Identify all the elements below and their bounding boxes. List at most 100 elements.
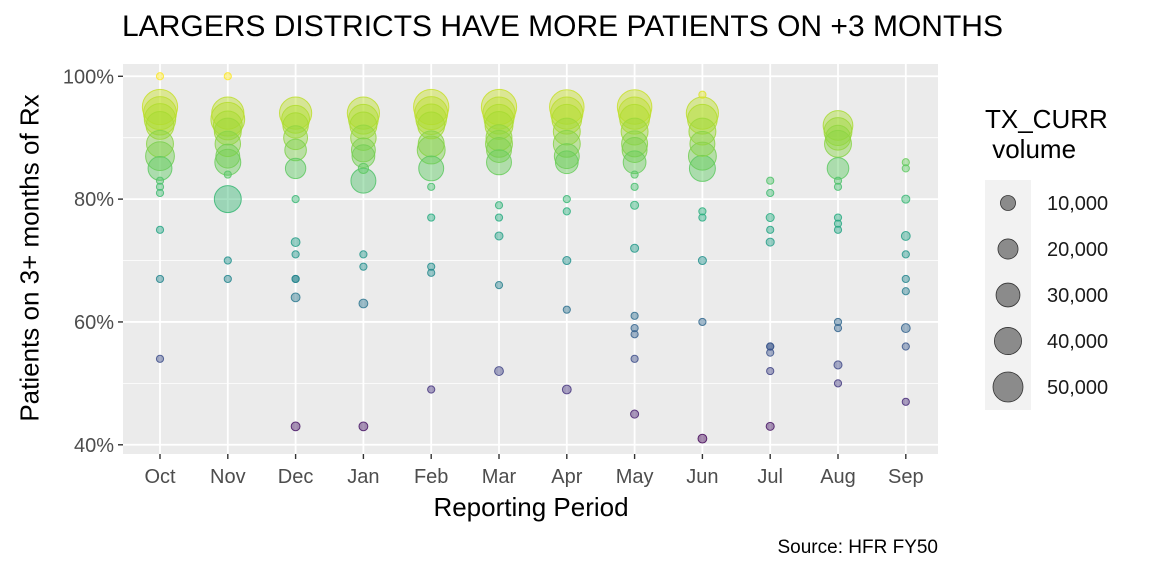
data-point bbox=[833, 317, 843, 327]
data-point bbox=[223, 72, 232, 81]
data-point bbox=[766, 342, 775, 351]
data-point bbox=[630, 323, 639, 333]
data-point bbox=[901, 164, 910, 173]
data-point bbox=[901, 342, 910, 351]
x-tick-label: Oct bbox=[144, 466, 176, 488]
axis-ticks: 40% 60% 80% 100% Oct Nov Dec Jan Feb Mar Apr May Jun… bbox=[63, 66, 924, 488]
data-point bbox=[552, 117, 581, 146]
data-point bbox=[621, 130, 649, 158]
y-tick-label: 40% bbox=[74, 435, 114, 457]
data-point bbox=[350, 167, 377, 194]
data-point bbox=[833, 182, 843, 191]
data-point bbox=[223, 274, 232, 284]
data-point bbox=[427, 182, 436, 191]
data-point bbox=[358, 421, 369, 432]
data-point bbox=[554, 150, 579, 175]
legend-label: 50,000 bbox=[1047, 377, 1108, 399]
data-point bbox=[698, 317, 707, 327]
data-point bbox=[414, 96, 449, 131]
data-point bbox=[698, 213, 707, 222]
x-tick-label: Apr bbox=[551, 466, 582, 488]
data-point bbox=[284, 138, 307, 162]
data-point bbox=[901, 158, 910, 167]
data-point bbox=[901, 287, 910, 296]
data-point bbox=[212, 110, 243, 141]
data-point bbox=[155, 225, 165, 234]
x-axis-label: Reporting Period bbox=[433, 492, 629, 522]
y-tick-label: 60% bbox=[74, 312, 114, 334]
data-point bbox=[427, 268, 436, 277]
data-point bbox=[291, 274, 300, 284]
data-point bbox=[697, 433, 708, 444]
y-axis-label: Patients on 3+ months of Rx bbox=[14, 94, 45, 422]
data-point bbox=[155, 188, 165, 198]
legend-size-point bbox=[992, 371, 1024, 403]
data-point bbox=[630, 409, 640, 419]
data-point bbox=[689, 130, 716, 157]
data-point bbox=[833, 219, 843, 228]
data-point bbox=[155, 72, 165, 81]
chart-caption: Source: HFR FY50 bbox=[777, 537, 939, 558]
data-point bbox=[766, 188, 775, 198]
data-point bbox=[630, 200, 640, 210]
data-point bbox=[688, 154, 716, 182]
chart-title: LARGERS DISTRICTS HAVE MORE PATIENTS ON … bbox=[122, 10, 1003, 43]
data-point bbox=[358, 298, 369, 309]
legend-size-point bbox=[1000, 195, 1016, 211]
legend-label: 40,000 bbox=[1047, 331, 1108, 353]
data-point bbox=[155, 274, 165, 284]
x-tick-label: Sep bbox=[888, 466, 924, 488]
data-point bbox=[765, 237, 775, 247]
data-point bbox=[357, 162, 369, 175]
data-point bbox=[415, 103, 447, 136]
x-tick-label: Mar bbox=[482, 466, 517, 488]
data-point bbox=[427, 385, 436, 394]
data-point bbox=[284, 157, 307, 180]
data-point bbox=[823, 117, 853, 147]
x-tick-label: Jun bbox=[686, 466, 718, 488]
data-point bbox=[766, 225, 775, 234]
legend: 10,000 20,000 30,000 40,000 50,000 bbox=[985, 180, 1108, 410]
data-point bbox=[630, 170, 639, 179]
data-point bbox=[833, 225, 843, 234]
x-tick-label: Jan bbox=[347, 466, 379, 488]
data-point bbox=[146, 129, 174, 158]
data-point bbox=[562, 195, 571, 204]
data-point bbox=[561, 384, 572, 395]
data-point bbox=[619, 103, 650, 135]
data-point bbox=[630, 330, 639, 339]
data-point bbox=[766, 366, 775, 376]
data-point bbox=[825, 124, 851, 151]
data-point bbox=[351, 144, 376, 169]
data-point bbox=[281, 104, 311, 134]
data-point bbox=[833, 360, 843, 370]
x-tick-label: Dec bbox=[278, 466, 314, 488]
data-point bbox=[630, 354, 639, 363]
data-point bbox=[562, 256, 572, 266]
data-point bbox=[143, 103, 177, 136]
data-point bbox=[143, 96, 177, 131]
data-point bbox=[551, 103, 583, 135]
y-tick-label: 80% bbox=[74, 189, 114, 211]
data-point bbox=[621, 137, 648, 163]
legend-label: 30,000 bbox=[1047, 285, 1108, 307]
x-tick-label: Nov bbox=[210, 466, 246, 488]
data-point bbox=[697, 256, 707, 266]
data-point bbox=[900, 323, 911, 334]
data-point bbox=[833, 176, 843, 185]
data-point bbox=[482, 96, 516, 130]
data-point bbox=[141, 88, 179, 126]
data-point bbox=[553, 143, 580, 170]
data-point bbox=[416, 135, 446, 165]
data-point bbox=[687, 103, 718, 135]
data-point bbox=[698, 90, 707, 99]
data-point bbox=[427, 213, 436, 222]
data-point bbox=[283, 125, 309, 151]
data-point bbox=[427, 262, 436, 271]
data-point bbox=[833, 379, 843, 388]
data-point bbox=[765, 213, 775, 223]
data-point bbox=[486, 149, 512, 176]
data-point bbox=[155, 176, 165, 185]
data-point bbox=[359, 262, 368, 271]
